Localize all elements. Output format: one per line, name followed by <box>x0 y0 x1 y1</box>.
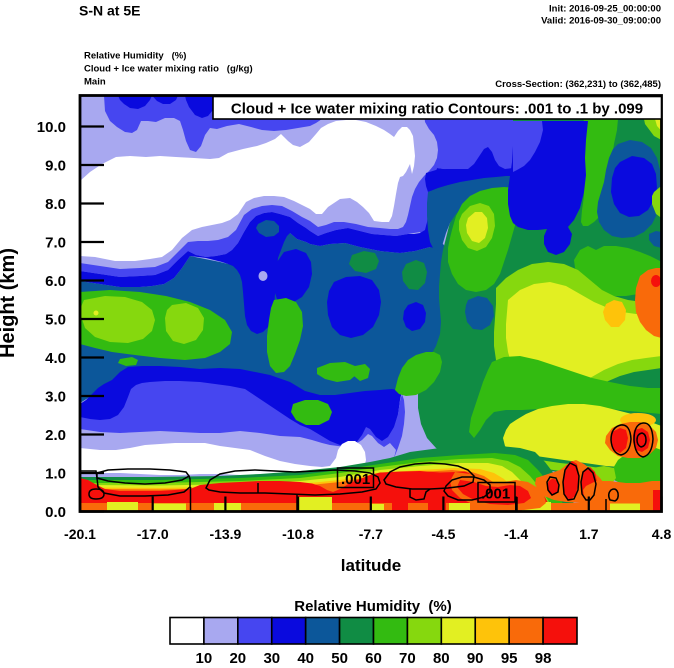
svg-text:Init: 2016-09-25_00:00:00: Init: 2016-09-25_00:00:00 <box>549 4 661 15</box>
svg-text:5.0: 5.0 <box>45 312 66 329</box>
svg-text:50: 50 <box>331 650 348 667</box>
svg-text:10: 10 <box>196 650 213 667</box>
svg-text:.001: .001 <box>481 486 510 503</box>
svg-text:Valid: 2016-09-30_09:00:00: Valid: 2016-09-30_09:00:00 <box>541 16 661 27</box>
svg-text:-17.0: -17.0 <box>137 526 169 542</box>
svg-text:1.7: 1.7 <box>579 526 599 542</box>
svg-text:40: 40 <box>297 650 314 667</box>
svg-text:4.8: 4.8 <box>652 526 672 542</box>
svg-text:latitude: latitude <box>341 556 401 575</box>
svg-text:Height (km): Height (km) <box>0 248 19 358</box>
svg-text:4.0: 4.0 <box>45 350 66 367</box>
svg-text:30: 30 <box>263 650 280 667</box>
svg-text:-13.9: -13.9 <box>209 526 241 542</box>
svg-text:6.0: 6.0 <box>45 273 66 290</box>
svg-text:0.0: 0.0 <box>45 504 66 521</box>
svg-text:Relative Humidity (%): Relative Humidity (%) <box>294 598 452 615</box>
svg-text:3.0: 3.0 <box>45 389 66 406</box>
svg-text:-10.8: -10.8 <box>282 526 314 542</box>
svg-text:20: 20 <box>229 650 246 667</box>
svg-text:Cloud + Ice water mixing ratio: Cloud + Ice water mixing ratio (g/kg) <box>84 64 253 75</box>
svg-text:Relative Humidity (%): Relative Humidity (%) <box>84 51 186 62</box>
svg-text:-4.5: -4.5 <box>431 526 455 542</box>
svg-text:2.0: 2.0 <box>45 427 66 444</box>
svg-text:95: 95 <box>501 650 518 667</box>
svg-text:7.0: 7.0 <box>45 235 66 252</box>
svg-text:-1.4: -1.4 <box>504 526 528 542</box>
svg-text:-7.7: -7.7 <box>359 526 383 542</box>
svg-text:80: 80 <box>433 650 450 667</box>
svg-text:10.0: 10.0 <box>37 119 66 136</box>
svg-text:S-N at 5E: S-N at 5E <box>79 3 140 19</box>
svg-text:60: 60 <box>365 650 382 667</box>
svg-text:Cross-Section: (362,231) to (3: Cross-Section: (362,231) to (362,485) <box>495 79 661 90</box>
svg-text:-20.1: -20.1 <box>64 526 96 542</box>
svg-text:.001: .001 <box>341 471 370 488</box>
svg-text:98: 98 <box>535 650 552 667</box>
svg-text:90: 90 <box>467 650 484 667</box>
svg-text:9.0: 9.0 <box>45 158 66 175</box>
svg-text:Cloud + Ice water mixing ratio: Cloud + Ice water mixing ratio Contours:… <box>231 101 643 118</box>
svg-text:1.0: 1.0 <box>45 466 66 483</box>
svg-text:Main: Main <box>84 77 106 88</box>
svg-text:70: 70 <box>399 650 416 667</box>
svg-text:8.0: 8.0 <box>45 196 66 213</box>
